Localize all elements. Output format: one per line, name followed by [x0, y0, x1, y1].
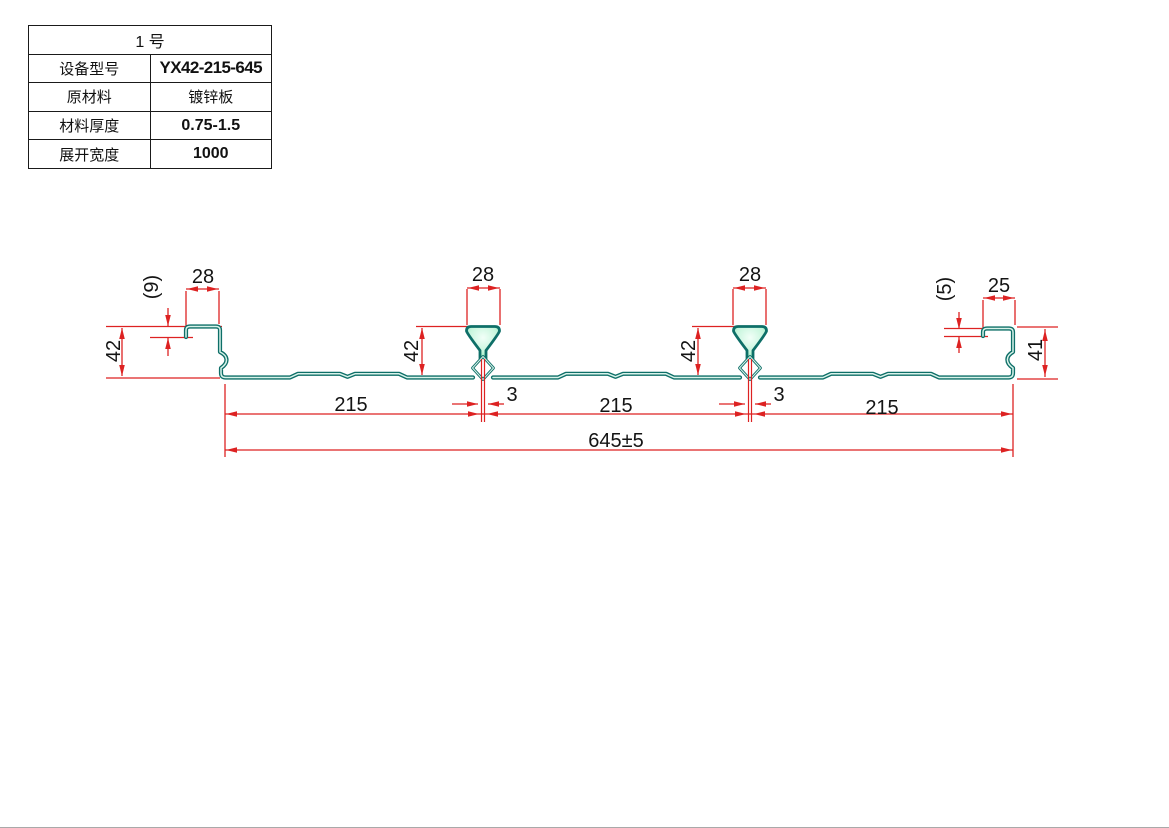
spec-label-device-model: 设备型号: [28, 53, 151, 84]
rib-center-lines: [480, 359, 753, 422]
spec-row-coil-width: 展开宽度 1000: [28, 139, 272, 169]
dimension-arrowheads: [119, 285, 1048, 453]
dim-gap-1: 3: [506, 384, 518, 406]
profile-outline: [183, 324, 1016, 380]
dim-height-left: 42: [103, 339, 125, 363]
rib-diamond-2: [738, 355, 762, 381]
spec-value-coil-width: 1000: [149, 139, 272, 169]
dim-lip-right: (5): [934, 276, 956, 302]
dim-pitch-3: 215: [865, 397, 899, 419]
spec-value-thickness: 0.75-1.5: [149, 110, 272, 141]
spec-label-coil-width: 展开宽度: [28, 139, 151, 169]
spec-row-thickness: 材料厚度 0.75-1.5: [28, 110, 272, 141]
spec-label-raw-material: 原材料: [28, 82, 151, 112]
dim-rib2-top: 28: [738, 264, 762, 286]
dim-rib1-top: 28: [471, 264, 495, 286]
rib-triangle-2: [732, 325, 768, 360]
dim-overall-width: 645±5: [588, 430, 644, 452]
spec-row-title: 1 号: [28, 25, 272, 55]
dim-gap-2: 3: [773, 384, 785, 406]
spec-row-device-model: 设备型号 YX42-215-645: [28, 53, 272, 84]
rib-triangle-1: [465, 325, 501, 360]
dim-height-right: 41: [1025, 338, 1047, 362]
dim-height-rib2: 42: [678, 339, 700, 363]
dim-flange-right: 25: [987, 275, 1011, 297]
dim-lip-left: (9): [141, 274, 163, 300]
dim-pitch-2: 215: [599, 395, 633, 417]
rib-diamond-1: [471, 355, 495, 381]
spec-row-raw-material: 原材料 镀锌板: [28, 82, 272, 112]
spec-value-raw-material: 镀锌板: [149, 82, 272, 112]
spec-table: 1 号 设备型号 YX42-215-645 原材料 镀锌板 材料厚度 0.75-…: [28, 25, 272, 169]
spec-title: 1 号: [28, 25, 272, 55]
dim-flange-left: 28: [191, 266, 215, 288]
seam-ribs: [465, 325, 768, 381]
profile-sheet-path: [183, 324, 1016, 380]
dimension-lines: [106, 287, 1058, 457]
dim-height-rib1: 42: [401, 339, 423, 363]
dim-pitch-1: 215: [334, 394, 368, 416]
